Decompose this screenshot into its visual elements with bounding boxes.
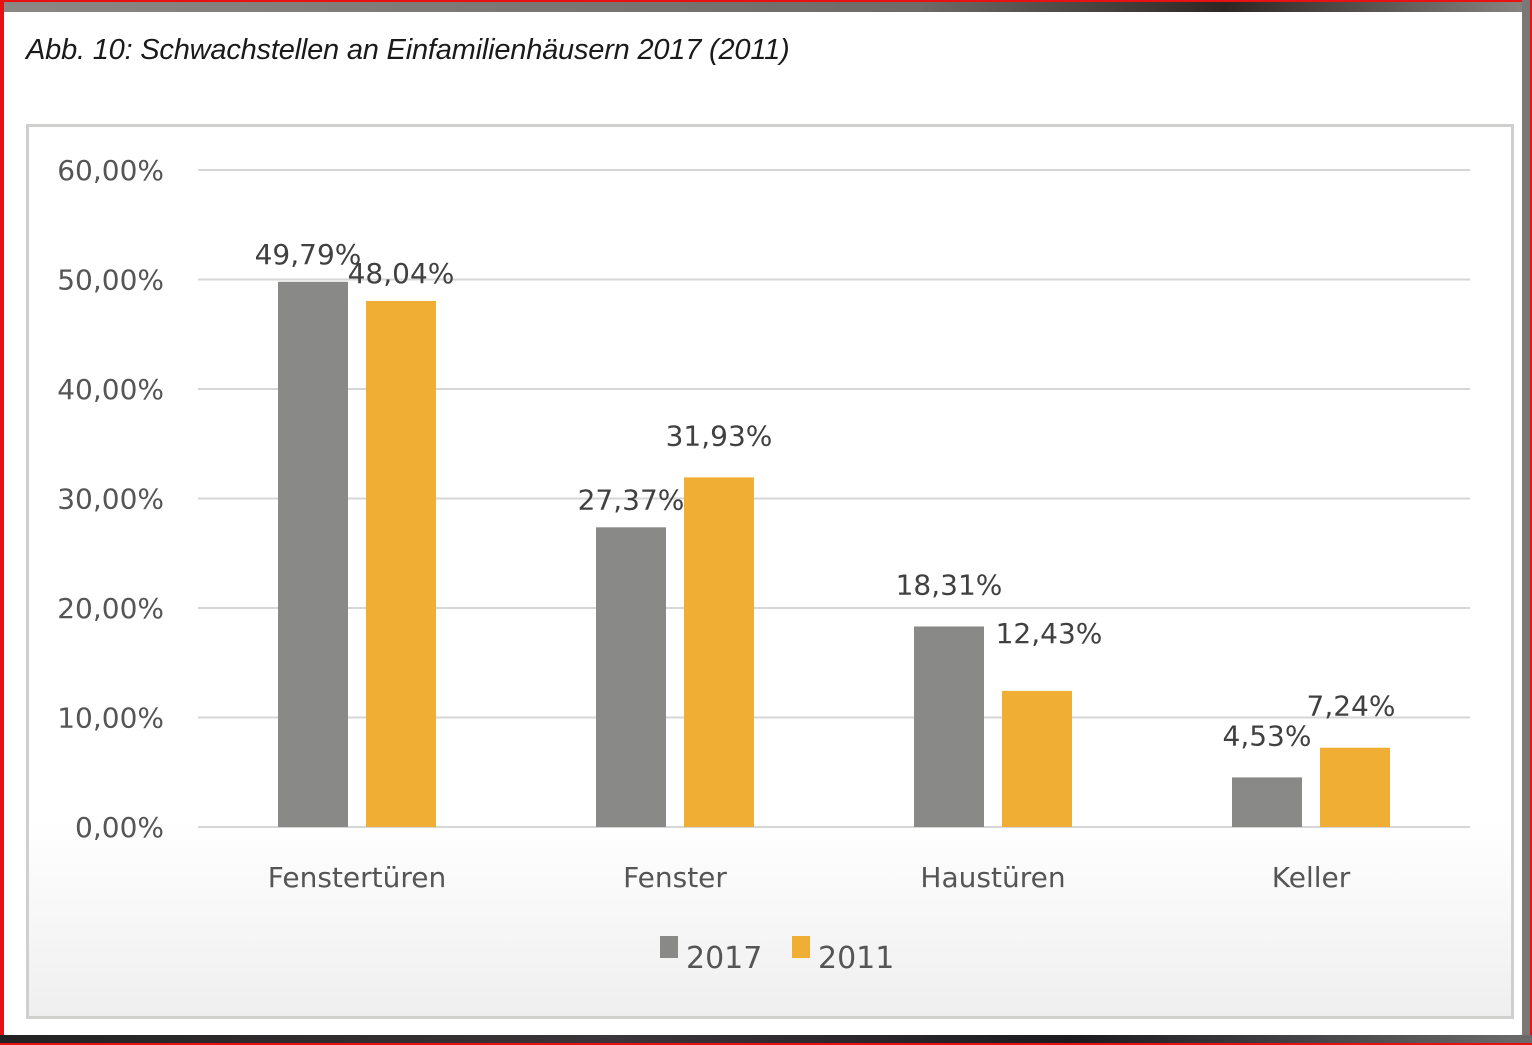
chart-container	[26, 124, 1514, 1019]
data-label-2017-1: 27,37%	[578, 483, 685, 516]
bar-2011-3	[1320, 747, 1390, 827]
y-tick-label: 60,00%	[57, 154, 164, 187]
y-tick-label: 20,00%	[57, 592, 164, 625]
legend-swatch-2017	[660, 936, 678, 958]
bar-2011-2	[1002, 690, 1072, 827]
data-label-2011-1: 31,93%	[666, 419, 773, 452]
document-page: Abb. 10: Schwachstellen an Einfamilienhä…	[4, 12, 1522, 1035]
legend: 2017 2011	[660, 936, 894, 976]
figure-title: Abb. 10: Schwachstellen an Einfamilienhä…	[26, 34, 790, 66]
data-label-2011-0: 48,04%	[348, 257, 455, 290]
x-category-label: Haustüren	[920, 861, 1065, 894]
x-category-label: Fenster	[623, 861, 727, 894]
window-frame-top	[0, 0, 1532, 12]
y-axis-tick-labels: 0,00% 10,00% 20,00% 30,00% 40,00% 50,00% 60,00…	[57, 154, 164, 844]
y-tick-label: 50,00%	[57, 264, 164, 297]
x-category-label: Keller	[1272, 861, 1351, 894]
x-axis-category-labels: Fenstertüren Fenster Haustüren Keller	[268, 861, 1351, 894]
data-label-2011-2: 12,43%	[996, 617, 1103, 650]
y-tick-label: 0,00%	[75, 811, 164, 844]
data-label-2011-3: 7,24%	[1307, 690, 1396, 723]
data-label-2017-2: 18,31%	[896, 569, 1003, 602]
y-tick-label: 10,00%	[57, 702, 164, 735]
bar-2017-2	[914, 626, 984, 827]
window-frame-left	[0, 0, 4, 1045]
data-label-2017-0: 49,79%	[255, 238, 362, 271]
y-tick-label: 30,00%	[57, 483, 164, 516]
legend-swatch-2011	[792, 936, 810, 958]
data-label-2017-3: 4,53%	[1223, 719, 1312, 752]
bar-2017-1	[596, 527, 666, 827]
x-category-label: Fenstertüren	[268, 861, 446, 894]
bar-2011-0	[366, 300, 436, 827]
legend-label-2011: 2011	[818, 941, 894, 976]
bar-2017-3	[1232, 777, 1302, 827]
bar-2017-0	[278, 281, 348, 827]
legend-label-2017: 2017	[686, 941, 762, 976]
y-tick-label: 40,00%	[57, 373, 164, 406]
bar-2011-1	[684, 477, 754, 827]
data-labels: 49,79%48,04% 27,37% 31,93% 18,31% 12,43% 4,53…	[255, 238, 1396, 753]
bars	[278, 281, 1390, 827]
window-frame-right	[1522, 0, 1532, 1045]
window-frame-bottom	[0, 1035, 1532, 1045]
